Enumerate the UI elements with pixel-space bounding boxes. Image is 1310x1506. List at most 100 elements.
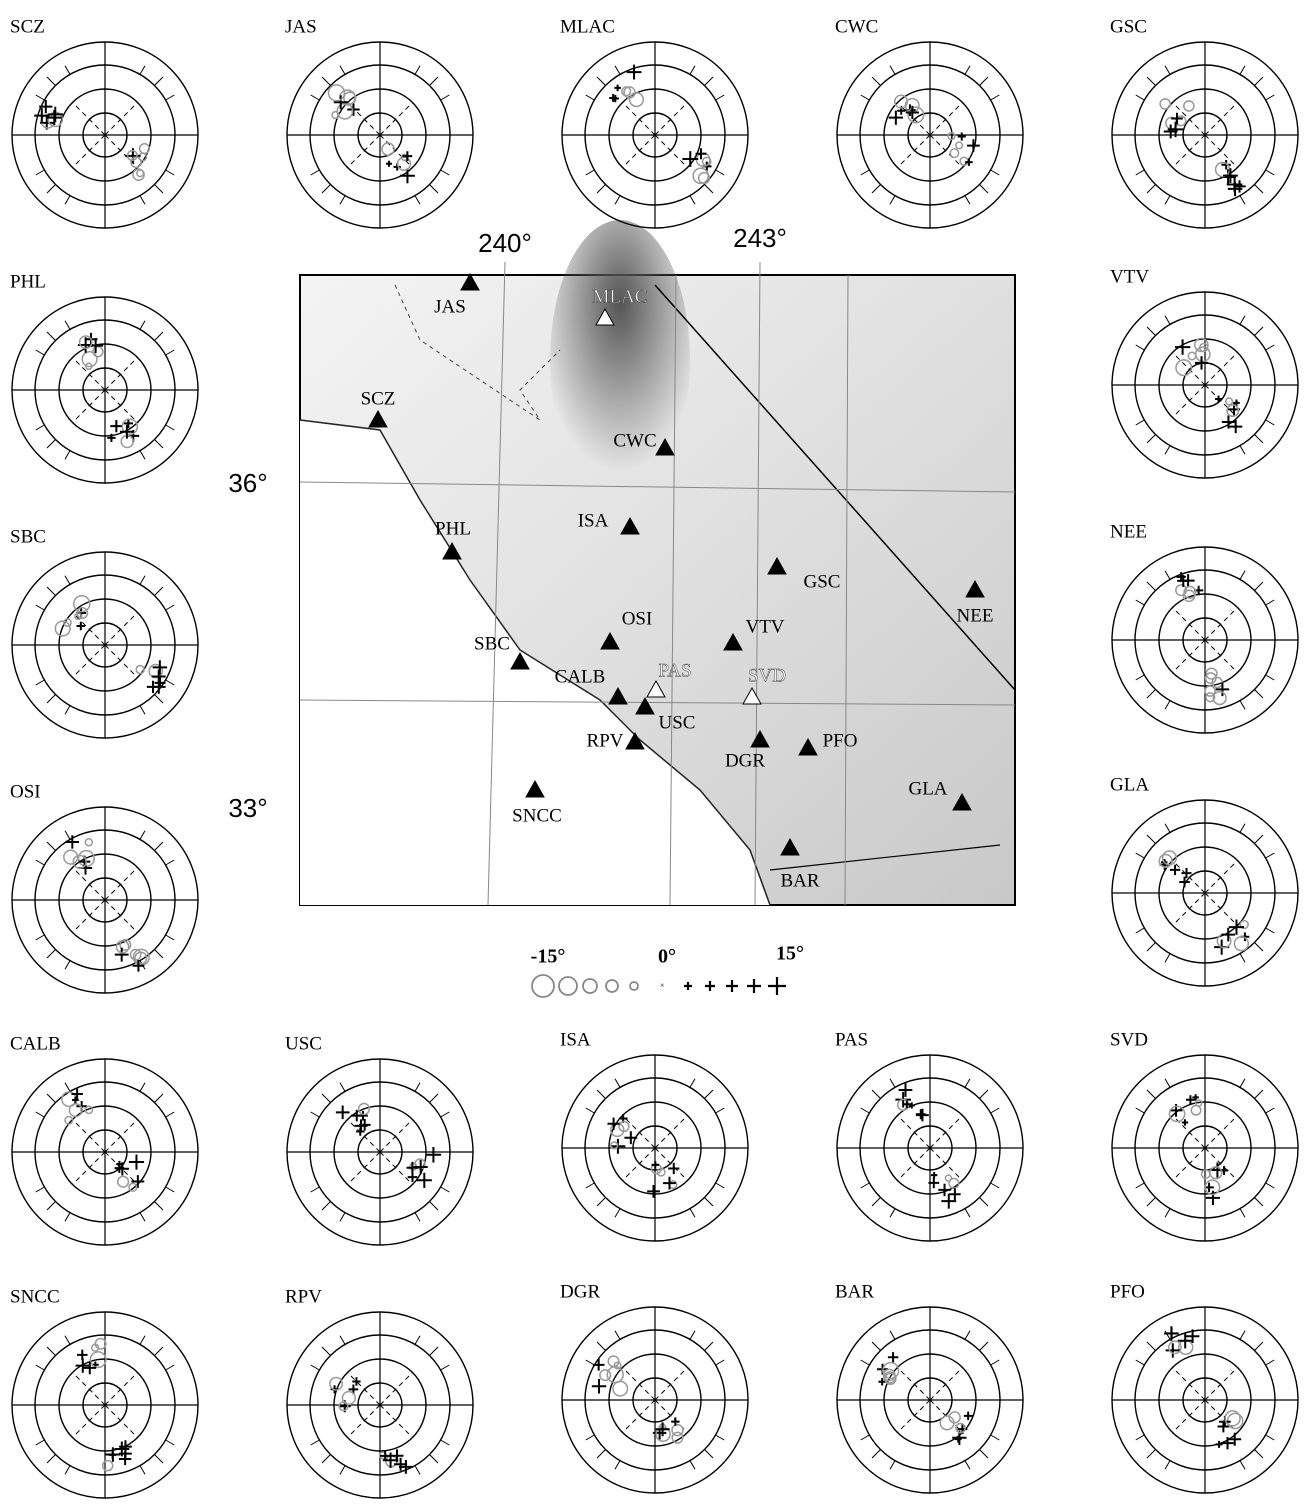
diag: [1172, 1148, 1205, 1181]
tick: [872, 1090, 880, 1098]
tick: [1147, 835, 1155, 843]
tick: [322, 1454, 330, 1462]
tick: [166, 1187, 175, 1192]
tick: [1147, 1197, 1155, 1205]
station-label: RPV: [587, 730, 624, 751]
legend-circle: [606, 980, 618, 992]
station-label: USC: [659, 712, 696, 733]
tick: [690, 1209, 695, 1218]
symbol-cross: [888, 1352, 898, 1362]
tick: [429, 1347, 437, 1355]
tick: [1254, 1090, 1262, 1098]
panel-label: DGR: [560, 1281, 600, 1302]
tick: [1240, 196, 1245, 205]
tick: [311, 1440, 320, 1445]
tick: [47, 332, 55, 340]
stereonet: OSI: [10, 781, 198, 993]
symbol-cross: [1182, 1119, 1188, 1125]
diag: [655, 1115, 688, 1148]
symbol-cross: [334, 95, 348, 109]
tick: [690, 66, 695, 75]
tick: [586, 1435, 595, 1440]
symbol-cross: [624, 1131, 637, 1144]
symbol-circle: [82, 352, 97, 367]
stereonet: SVD: [1110, 1029, 1298, 1241]
tick: [1136, 600, 1145, 605]
tick: [154, 184, 162, 192]
tick: [979, 1197, 987, 1205]
diag: [1205, 1115, 1238, 1148]
station-label: GLA: [908, 778, 947, 799]
tick: [991, 1360, 1000, 1365]
tick: [166, 935, 175, 940]
symbol-cross: [1164, 1326, 1179, 1341]
tick: [1240, 66, 1245, 75]
symbol-cross: [131, 1175, 144, 1188]
tick: [872, 184, 880, 192]
panel-label: PHL: [10, 271, 46, 292]
tick: [991, 95, 1000, 100]
diag: [380, 135, 413, 168]
symbol-cross: [1171, 113, 1183, 125]
tick: [716, 1108, 725, 1113]
tick: [1147, 689, 1155, 697]
station-label: ISA: [578, 510, 609, 531]
tick: [1240, 316, 1245, 325]
tick: [140, 576, 145, 585]
station-label: PHL: [435, 518, 471, 539]
tick: [154, 332, 162, 340]
tick: [861, 1435, 870, 1440]
diag: [347, 1152, 380, 1185]
tick: [340, 1336, 345, 1345]
tick: [1147, 434, 1155, 442]
symbol-cross: [656, 1422, 670, 1436]
tick: [36, 860, 45, 865]
tick: [140, 66, 145, 75]
diag: [930, 102, 963, 135]
panel-label: PFO: [1110, 1281, 1145, 1302]
diag: [1172, 607, 1205, 640]
diag: [105, 102, 138, 135]
diag: [1172, 1400, 1205, 1433]
tick: [140, 1466, 145, 1475]
tick: [690, 196, 695, 205]
tick: [1254, 1342, 1262, 1350]
tick: [340, 1083, 345, 1092]
symbol-circle: [1201, 1170, 1209, 1178]
relief-shade: [550, 220, 690, 500]
tick: [140, 1083, 145, 1092]
tick: [979, 77, 987, 85]
panel-label: BAR: [835, 1281, 874, 1302]
tick: [1165, 446, 1170, 455]
diag: [1172, 640, 1205, 673]
symbol-cross: [386, 161, 392, 167]
tick: [615, 1331, 620, 1340]
panel-label: RPV: [285, 1286, 322, 1307]
tick: [615, 196, 620, 205]
tick: [1240, 701, 1245, 710]
station-label: OSI: [622, 608, 653, 629]
tick: [166, 1112, 175, 1117]
tick: [1254, 1449, 1262, 1457]
tick: [890, 1461, 895, 1470]
tick: [1136, 853, 1145, 858]
symbol-cross: [1223, 168, 1238, 183]
tick: [47, 77, 55, 85]
symbol-circle: [1191, 1106, 1200, 1115]
tick: [140, 196, 145, 205]
tick: [1136, 928, 1145, 933]
tick: [154, 694, 162, 702]
diag: [1172, 135, 1205, 168]
tick: [166, 860, 175, 865]
tick: [1165, 1461, 1170, 1470]
diag: [897, 135, 930, 168]
symbol-circle: [93, 347, 103, 357]
tick: [1254, 582, 1262, 590]
tick: [872, 1342, 880, 1350]
tick: [65, 1336, 70, 1345]
symbol-cross: [403, 151, 413, 161]
tick: [991, 1435, 1000, 1440]
tick: [1165, 954, 1170, 963]
stereonet: GLA: [1110, 774, 1298, 986]
tick: [704, 1197, 712, 1205]
